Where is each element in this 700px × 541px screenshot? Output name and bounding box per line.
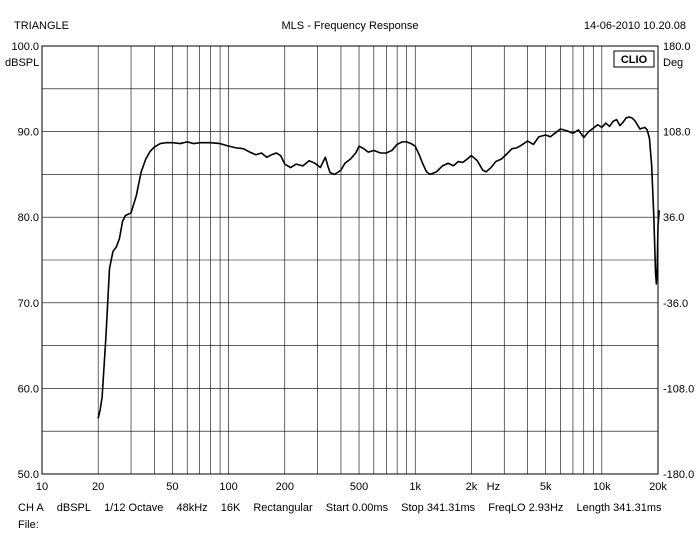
footer-channel: CH A xyxy=(18,502,44,514)
brand-logo-box xyxy=(613,50,655,68)
x-tick-label: 20 xyxy=(92,481,104,493)
footer-window: Rectangular xyxy=(253,502,313,514)
spl-response-line xyxy=(97,116,661,419)
x-tick-label: 10k xyxy=(593,481,611,493)
y2-axis-label: Deg xyxy=(663,57,683,69)
y-tick-label: 50.0 xyxy=(18,469,39,481)
y-tick-label: 90.0 xyxy=(18,127,39,139)
x-axis-unit-label: Hz xyxy=(487,481,500,493)
y2-tick-label: 180.0 xyxy=(663,41,691,53)
footer-size: 16K xyxy=(220,502,241,514)
y-tick-label: 60.0 xyxy=(18,383,39,395)
footer-file-label: File: xyxy=(18,519,39,531)
x-tick-label: 200 xyxy=(276,481,294,493)
x-tick-label: 10 xyxy=(36,481,48,493)
y-tick-label: 100.0 xyxy=(11,41,39,53)
chart-title: MLS - Frequency Response xyxy=(281,20,419,32)
footer-sample-rate: 48kHz xyxy=(176,502,208,514)
footer-freqlo: FreqLO 2.93Hz xyxy=(488,502,564,514)
timestamp: 14-06-2010 10.20.08 xyxy=(583,20,686,32)
y2-tick-label: -36.0 xyxy=(663,298,688,310)
brand-logo: CLIO xyxy=(621,54,648,66)
header-left-label: TRIANGLE xyxy=(14,20,70,32)
x-tick-label: 500 xyxy=(350,481,368,493)
y-axis-label: dBSPL xyxy=(5,57,39,69)
y2-tick-label: -108.0 xyxy=(663,383,694,395)
footer-settings: CH A dBSPL 1/12 Octave 48kHz 16K Rectang… xyxy=(18,502,672,514)
y2-tick-label: -180.0 xyxy=(663,469,694,481)
x-tick-label: 5k xyxy=(540,481,552,493)
footer-unit: dBSPL xyxy=(56,502,91,514)
footer-start: Start 0.00ms xyxy=(325,502,389,514)
footer-smoothing: 1/12 Octave xyxy=(104,502,164,514)
x-tick-label: 2k xyxy=(466,481,478,493)
y2-tick-label: 108.0 xyxy=(663,127,691,139)
x-tick-label: 50 xyxy=(166,481,178,493)
footer-length: Length 341.31ms xyxy=(576,502,662,514)
y-tick-label: 70.0 xyxy=(18,298,39,310)
footer-stop: Stop 341.31ms xyxy=(401,502,476,514)
y2-tick-label: 36.0 xyxy=(663,212,684,224)
y-tick-label: 80.0 xyxy=(18,212,39,224)
x-tick-label: 1k xyxy=(409,481,421,493)
x-tick-label: 20k xyxy=(649,481,667,493)
x-tick-label: 100 xyxy=(219,481,237,493)
